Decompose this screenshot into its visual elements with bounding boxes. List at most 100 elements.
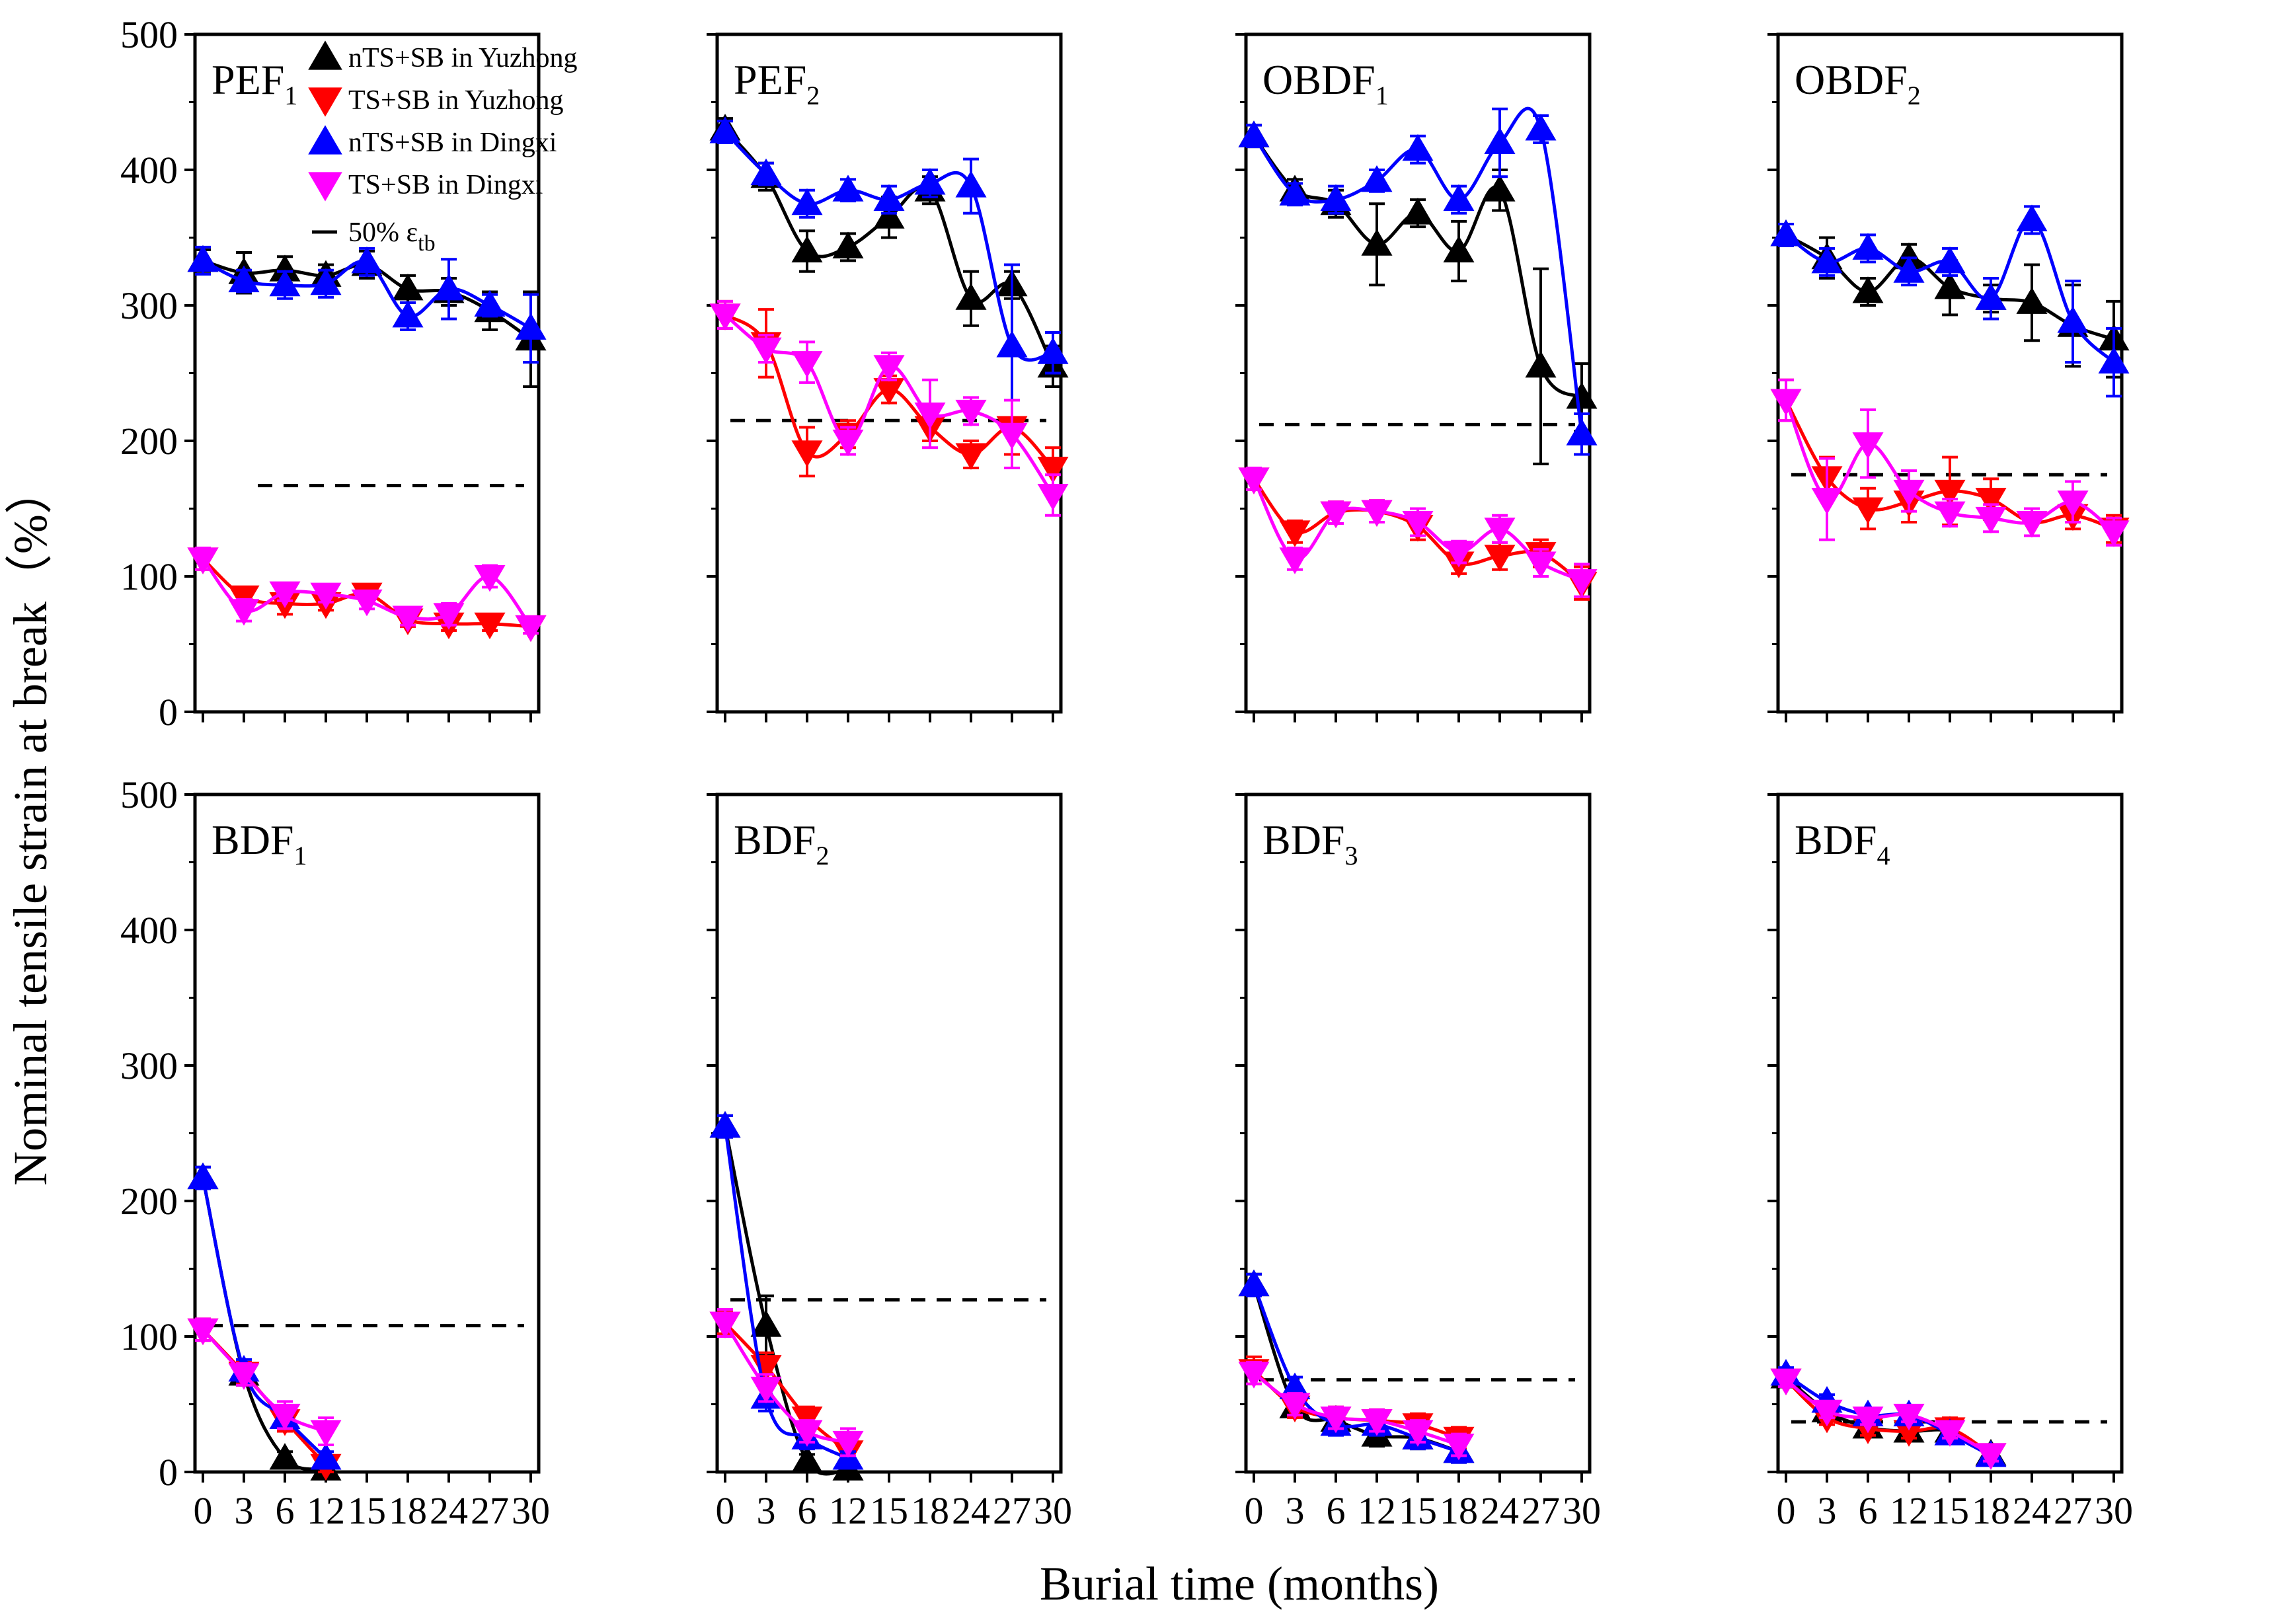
data-point: [2098, 346, 2130, 374]
data-point: [832, 174, 864, 202]
legend: nTS+SB in Yuzhong TS+SB in Yuzhong nTS+SB …: [308, 40, 578, 256]
data-point: [1852, 1406, 1884, 1434]
y-tick-label: 200: [120, 420, 178, 463]
data-point: [474, 612, 506, 640]
x-tick-label: 3: [1818, 1489, 1837, 1532]
legend-marker: [308, 87, 342, 117]
panel-bdf3: 0 3 6 12 15 18 24 27 30 BDF3: [1235, 793, 1601, 1532]
x-tick-label: 24: [1481, 1489, 1519, 1532]
data-point: [269, 254, 301, 282]
data-point: [2016, 287, 2048, 314]
data-point: [2016, 204, 2048, 231]
data-point: [1361, 229, 1393, 256]
data-point: [791, 440, 823, 467]
panel-label: PEF2: [734, 56, 820, 110]
data-point: [1934, 272, 1966, 299]
data-point: [2057, 306, 2089, 333]
x-tick-label: 15: [348, 1489, 386, 1532]
data-point: [1852, 276, 1884, 303]
data-point: [1975, 488, 2007, 515]
data-point: [750, 1376, 782, 1404]
data-point: [791, 351, 823, 378]
data-point: [433, 603, 465, 630]
panel-bdf2: 0 3 6 12 15 18 24 27 30 BDF2: [707, 793, 1072, 1532]
series-line: [723, 1322, 849, 1444]
legend-marker: [308, 172, 342, 202]
panel-frame: [1776, 793, 2124, 1474]
data-point: [1566, 569, 1598, 596]
data-point: [873, 202, 905, 229]
data-point: [310, 582, 342, 610]
data-point: [228, 265, 260, 293]
legend-marker: [308, 40, 342, 70]
panel-label: BDF1: [212, 816, 307, 870]
y-tick-label: 500: [120, 773, 178, 816]
legend-label: nTS+SB in Dingxi: [348, 128, 557, 158]
panel-label: BDF2: [734, 816, 830, 870]
x-tick-label: 12: [829, 1489, 867, 1532]
data-point: [1443, 184, 1475, 212]
data-point: [187, 1318, 219, 1346]
data-point: [1279, 520, 1311, 547]
y-tick-label: 300: [120, 1044, 178, 1087]
data-point: [1934, 479, 1966, 507]
data-point: [1484, 127, 1516, 155]
data-point: [351, 589, 383, 617]
x-tick-label: 15: [1931, 1489, 1969, 1532]
data-point: [709, 116, 741, 143]
data-point: [1893, 1403, 1925, 1431]
x-tick-label: 30: [1563, 1489, 1601, 1532]
x-tick-label: 15: [870, 1489, 908, 1532]
data-point: [1443, 541, 1475, 568]
data-point: [310, 1443, 342, 1470]
x-tick-label: 18: [911, 1489, 949, 1532]
y-tick-label: 200: [120, 1180, 178, 1223]
data-point: [996, 422, 1028, 450]
data-point: [392, 300, 424, 328]
series-line: [724, 313, 1054, 469]
data-point: [2057, 490, 2089, 518]
data-point: [1238, 1269, 1270, 1297]
series-line: [1785, 218, 2115, 364]
data-point: [1525, 350, 1557, 378]
series-line: [202, 1329, 327, 1433]
x-tick-label: 30: [1034, 1489, 1072, 1532]
data-point: [832, 231, 864, 258]
panel-pef1: 0 100 200 300 400 500 PEF1 nTS+SB in Yuzhong TS+…: [120, 13, 578, 734]
series-line: [724, 1321, 849, 1453]
data-point: [310, 1420, 342, 1447]
data-point: [187, 1162, 219, 1190]
x-tick-label: 12: [307, 1489, 345, 1532]
data-point: [1811, 246, 1843, 274]
panel-frame: [1244, 793, 1592, 1474]
series-line: [1252, 135, 1583, 399]
panel-label: BDF4: [1795, 816, 1890, 870]
panel-pef2: PEF2: [707, 32, 1069, 722]
data-point: [1852, 497, 1884, 524]
panel-frame: [1776, 32, 2124, 714]
data-point: [1320, 1406, 1352, 1434]
legend-label: TS+SB in Dingxi: [348, 170, 543, 200]
data-point: [474, 290, 506, 317]
data-point: [1893, 242, 1925, 270]
x-tick-label: 27: [1522, 1489, 1560, 1532]
y-tick-label: 100: [120, 1315, 178, 1358]
data-point: [996, 330, 1028, 358]
x-tick-label: 0: [716, 1489, 735, 1532]
x-tick-label: 27: [993, 1489, 1031, 1532]
x-tick-label: 3: [1286, 1489, 1305, 1532]
data-point: [873, 184, 905, 212]
data-point: [1484, 545, 1516, 572]
data-point: [1361, 1409, 1393, 1436]
data-point: [1279, 1393, 1311, 1420]
x-tick-label: 18: [1440, 1489, 1478, 1532]
x-axis-title: Burial time (months): [1040, 1557, 1439, 1610]
data-point: [1279, 178, 1311, 206]
x-tick-label: 24: [430, 1489, 468, 1532]
data-point: [1811, 1399, 1843, 1427]
data-point: [1320, 501, 1352, 529]
x-tick-label: 24: [952, 1489, 990, 1532]
data-point: [1852, 432, 1884, 459]
